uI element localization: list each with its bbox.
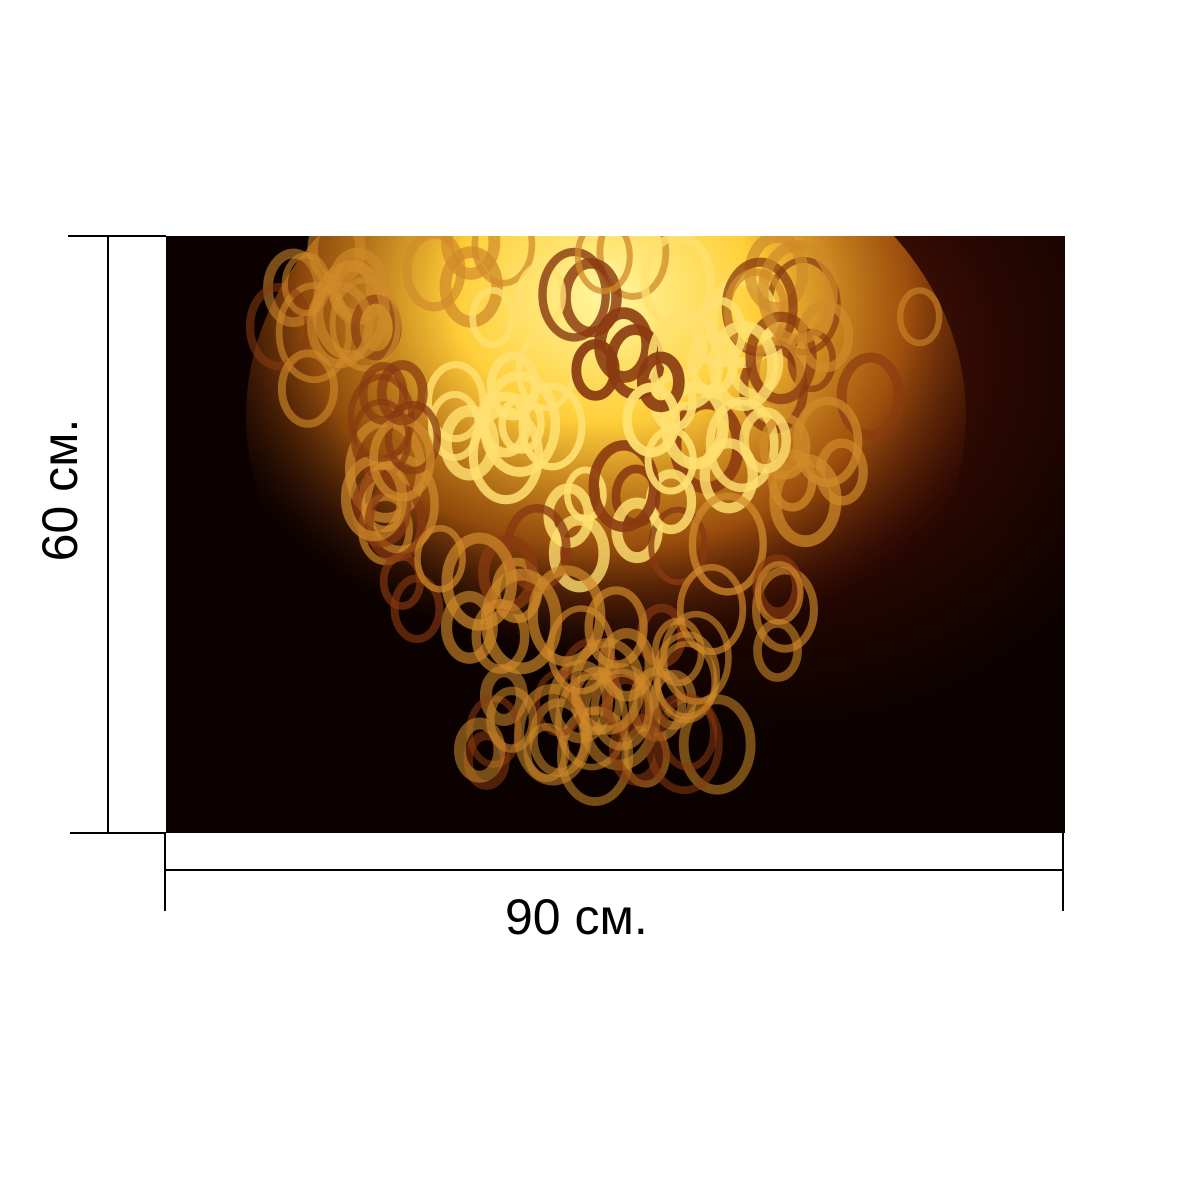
product-photo-chandelier xyxy=(166,236,1065,833)
width-tick-left xyxy=(164,833,166,911)
chandelier-ring xyxy=(307,236,366,287)
chandelier-ring xyxy=(648,506,708,586)
height-tick-top xyxy=(68,235,166,237)
chandelier-ring xyxy=(329,277,402,372)
chandelier-ring xyxy=(598,628,656,702)
chandelier-ring xyxy=(564,466,607,523)
chandelier-ring xyxy=(376,360,428,426)
chandelier-ring xyxy=(739,407,791,474)
chandelier-ring xyxy=(660,610,732,705)
chandelier-ring xyxy=(584,586,648,669)
chandelier-ring xyxy=(440,405,500,481)
chandelier-ring xyxy=(518,382,586,471)
chandelier-ring xyxy=(306,281,374,369)
width-dimension-line xyxy=(166,869,1064,871)
chandelier-ring xyxy=(312,260,390,362)
chandelier-ring xyxy=(636,351,685,413)
chandelier-ring xyxy=(441,236,501,280)
chandelier-ring xyxy=(463,730,510,790)
chandelier-ring xyxy=(468,406,544,505)
chandelier-ring xyxy=(480,568,563,675)
chandelier-ring xyxy=(759,413,811,480)
chandelier-illustration xyxy=(245,236,966,806)
chandelier-ring xyxy=(754,561,804,625)
height-label: 60 см. xyxy=(32,418,88,562)
chandelier-ring xyxy=(676,563,747,656)
chandelier-ring xyxy=(574,236,633,295)
chandelier-ring xyxy=(471,236,536,287)
chandelier-ring xyxy=(644,426,697,495)
chandelier-ring xyxy=(699,438,758,514)
chandelier-ring xyxy=(424,360,487,443)
height-dimension-line xyxy=(107,236,109,834)
chandelier-ring xyxy=(486,686,538,753)
chandelier-ring xyxy=(527,565,606,667)
chandelier-ring xyxy=(515,262,567,329)
height-tick-bottom xyxy=(70,832,166,834)
width-tick-right xyxy=(1062,833,1064,911)
chandelier-ring xyxy=(609,713,666,786)
chandelier-ring xyxy=(471,599,530,674)
chandelier-ring xyxy=(590,668,654,751)
chandelier-ring xyxy=(469,287,516,348)
chandelier-ring xyxy=(359,361,408,425)
chandelier-ring xyxy=(596,236,670,300)
chandelier-ring xyxy=(523,722,570,783)
chandelier-ring xyxy=(571,339,620,401)
chandelier-ring xyxy=(570,637,645,735)
chandelier-ring xyxy=(792,396,863,488)
chandelier-ring xyxy=(414,524,466,593)
chandelier-ring xyxy=(752,566,818,653)
chandelier-ring xyxy=(498,393,545,454)
chandelier-ring xyxy=(277,349,339,428)
chandelier-ring xyxy=(757,240,838,345)
chandelier-ring xyxy=(896,287,943,347)
chandelier-ring xyxy=(836,352,905,441)
chandelier-ring xyxy=(640,236,716,331)
chandelier-ring xyxy=(688,492,767,596)
chandelier-ring xyxy=(678,694,756,795)
chandelier-ring xyxy=(379,552,425,610)
width-label: 90 см. xyxy=(505,889,648,945)
chandelier-ring xyxy=(454,717,506,783)
